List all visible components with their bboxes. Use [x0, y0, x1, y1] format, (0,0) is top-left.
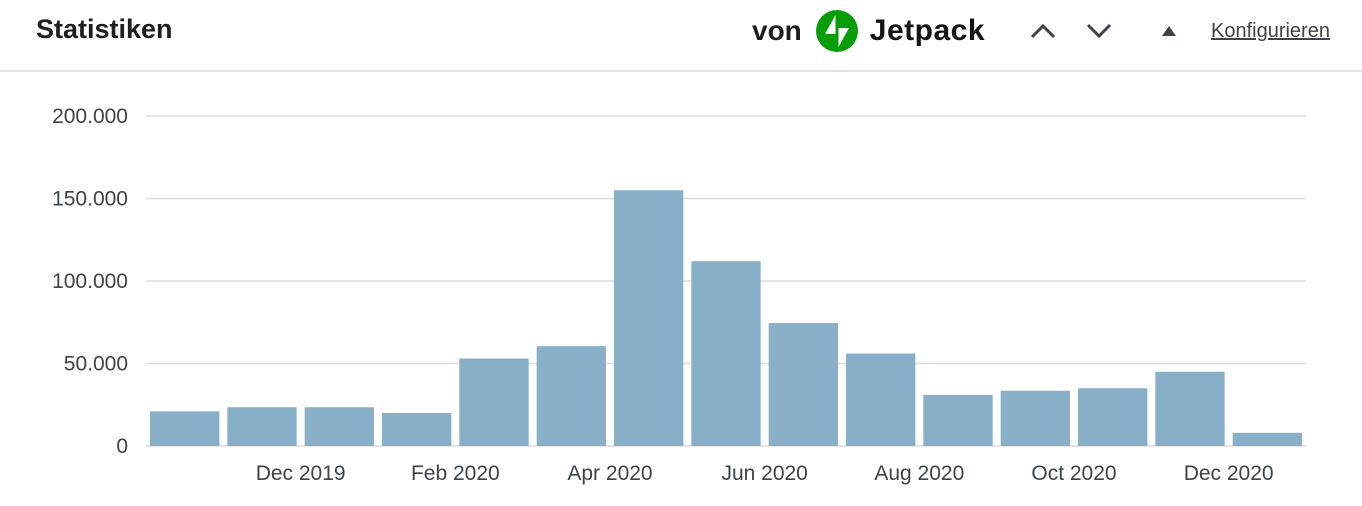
- bar[interactable]: [1000, 390, 1070, 446]
- x-tick-label: Dec 2020: [1184, 462, 1274, 485]
- bar[interactable]: [1155, 371, 1225, 446]
- bar[interactable]: [1078, 388, 1148, 446]
- y-tick-label: 50.000: [64, 353, 128, 376]
- bar[interactable]: [150, 411, 220, 446]
- bar[interactable]: [923, 394, 993, 446]
- jetpack-branding: von Jetpack: [752, 10, 985, 52]
- bar[interactable]: [614, 190, 684, 446]
- x-tick-label: Dec 2019: [256, 462, 346, 485]
- bar[interactable]: [536, 346, 606, 446]
- bar[interactable]: [768, 323, 838, 446]
- x-tick-label: Aug 2020: [874, 462, 964, 485]
- y-tick-label: 200.000: [52, 105, 128, 128]
- x-tick-label: Jun 2020: [721, 462, 807, 485]
- y-tick-label: 0: [116, 435, 128, 458]
- bar[interactable]: [459, 358, 529, 446]
- y-tick-label: 100.000: [52, 270, 128, 293]
- y-tick-label: 150.000: [52, 188, 128, 211]
- bar[interactable]: [1232, 432, 1302, 446]
- chevron-up-icon: [1030, 23, 1056, 39]
- collapse-toggle-button[interactable]: [1152, 16, 1186, 46]
- x-axis-ticks: Dec 2019 Feb 2020 Apr 2020 Jun 2020 Aug 2020…: [256, 462, 1274, 485]
- bar[interactable]: [382, 413, 452, 446]
- bar[interactable]: [846, 353, 916, 446]
- x-tick-label: Oct 2020: [1031, 462, 1116, 485]
- move-down-button[interactable]: [1082, 16, 1116, 46]
- widget-header: Statistiken von Jetpack Konfigurieren: [0, 0, 1362, 72]
- widget-title: Statistiken: [36, 14, 173, 44]
- chart-bars: [150, 190, 1302, 446]
- configure-link[interactable]: Konfigurieren: [1211, 20, 1330, 42]
- bar[interactable]: [304, 407, 374, 446]
- brand-name: Jetpack: [869, 14, 986, 47]
- move-up-button[interactable]: [1026, 16, 1060, 46]
- triangle-up-icon: [1162, 26, 1176, 36]
- chevron-down-icon: [1086, 23, 1112, 39]
- x-tick-label: Apr 2020: [567, 462, 652, 485]
- x-tick-label: Feb 2020: [411, 462, 500, 485]
- y-axis-ticks: 0 50.000 100.000 150.000 200.000: [52, 105, 128, 458]
- bar[interactable]: [227, 407, 297, 446]
- bar[interactable]: [691, 261, 761, 446]
- stats-bar-chart: 0 50.000 100.000 150.000 200.000 Dec 2019 Feb…: [52, 105, 1306, 485]
- jetpack-logo-icon: [815, 10, 858, 52]
- by-label: von: [752, 15, 802, 46]
